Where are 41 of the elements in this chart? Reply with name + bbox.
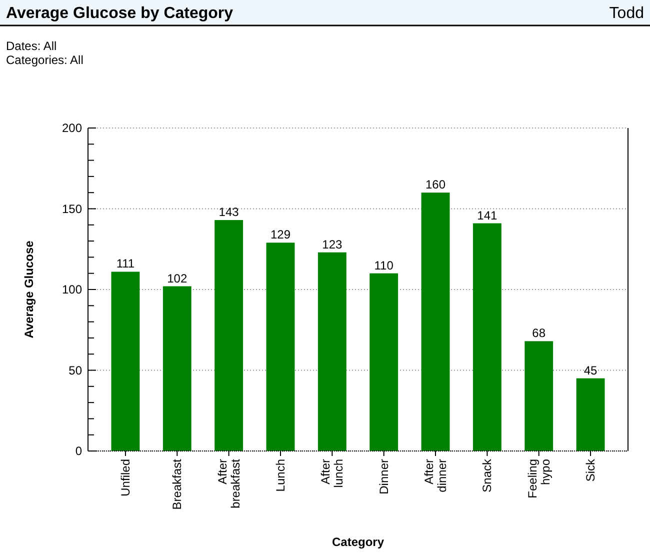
data-label: 102 <box>167 271 188 286</box>
data-label: 143 <box>218 205 240 220</box>
bar <box>524 341 554 451</box>
bar <box>318 252 346 451</box>
chart-title: Average Glucose by Category <box>6 5 234 22</box>
data-label: 123 <box>322 237 342 252</box>
bar <box>472 223 502 451</box>
bar <box>370 273 398 451</box>
bar <box>214 220 244 451</box>
x-tick-label: After lunch <box>318 459 346 488</box>
x-tick-label: Snack <box>480 458 494 492</box>
x-axis-title: Category <box>332 535 384 549</box>
x-tick-label: After dinner <box>422 459 450 492</box>
y-tick-label: 150 <box>62 202 82 216</box>
data-label: 160 <box>425 178 446 192</box>
x-tick-label: Unfiled <box>118 459 132 496</box>
x-tick-label: Breakfast <box>170 458 184 510</box>
text: Todd <box>609 5 644 22</box>
data-label: 111 <box>116 256 135 271</box>
y-tick-label: 0 <box>75 444 82 458</box>
bar <box>421 192 450 451</box>
x-tick-label: Dinner <box>376 459 391 494</box>
data-label: 141 <box>477 208 498 222</box>
y-axis-title: Average Glucose <box>22 240 36 338</box>
y-tick-label: 50 <box>68 363 82 378</box>
bar <box>111 272 140 451</box>
x-tick-label: Feeling hypo <box>525 458 552 498</box>
y-tick-label: 100 <box>62 282 82 296</box>
x-tick-label: After breakfast <box>215 458 242 508</box>
bar <box>266 242 295 451</box>
data-label: 110 <box>374 258 394 272</box>
text: Categories: All <box>6 53 84 67</box>
y-tick-label: 200 <box>62 121 82 135</box>
data-label: 45 <box>584 363 598 378</box>
text: Dates: All <box>6 39 57 53</box>
x-tick-label: Lunch <box>273 459 288 492</box>
bar <box>162 286 192 451</box>
x-tick-label: Sick <box>584 458 598 482</box>
data-label: 68 <box>532 326 546 340</box>
data-label: 129 <box>270 228 291 242</box>
bar <box>576 378 605 451</box>
